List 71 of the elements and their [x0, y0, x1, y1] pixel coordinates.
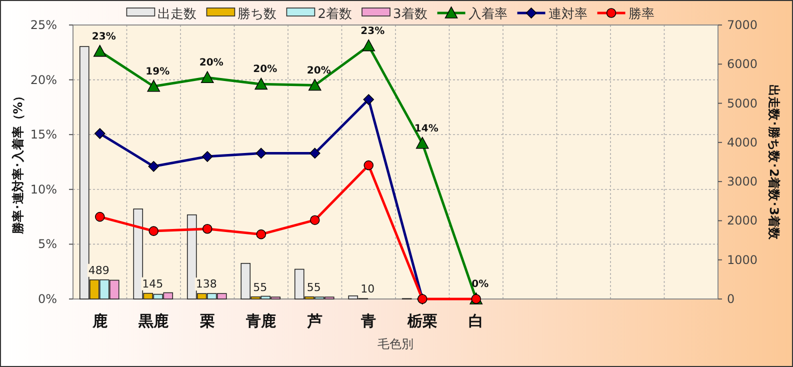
x-axis-title: 毛色別: [378, 337, 414, 351]
data-label: 55: [253, 280, 268, 294]
y-tick-label: 5%: [38, 237, 57, 252]
x-tick-label: 青鹿: [245, 312, 276, 330]
point: [94, 212, 105, 222]
x-tick-label: 青: [360, 312, 376, 330]
point: [309, 148, 320, 159]
point: [147, 80, 160, 92]
y2-tick-label: 2000: [727, 214, 758, 228]
point: [148, 160, 160, 172]
data-label: 0%: [472, 279, 489, 290]
bar: [294, 268, 304, 300]
y-axis-title: 勝率･連対率･入着率（%）: [11, 90, 25, 236]
data-label: 19%: [146, 66, 170, 78]
x-tick-label: 黒鹿: [138, 312, 169, 330]
point: [202, 224, 212, 234]
point: [416, 136, 429, 149]
y2-axis-title: 出走数･勝ち数･2着数･3着数: [767, 84, 781, 240]
y-tick-label: 10%: [30, 182, 57, 196]
point: [148, 226, 159, 236]
point: [200, 71, 214, 84]
y2-tick-label: 7000: [727, 18, 758, 32]
bar: [133, 208, 144, 300]
data-label: 55: [306, 280, 321, 294]
x-tick-label: 白: [468, 312, 484, 330]
legend-label: 出走数: [158, 7, 197, 22]
bar: [79, 46, 90, 300]
legend-label: 3着数: [393, 6, 428, 22]
y2-tick-label: 1000: [727, 252, 758, 267]
point: [310, 215, 320, 225]
point: [254, 78, 268, 90]
y2-tick-label: 6000: [727, 57, 758, 72]
y-tick-label: 25%: [30, 18, 57, 32]
data-label: 20%: [199, 58, 224, 69]
point: [308, 78, 322, 91]
data-label: 23%: [360, 26, 385, 37]
legend-label: 勝ち数: [238, 7, 277, 22]
x-tick-label: 芦: [306, 312, 322, 330]
y2-tick-label: 5000: [727, 96, 758, 110]
point: [93, 44, 106, 57]
y2-tick-label: 0: [727, 292, 735, 306]
point: [362, 39, 376, 52]
x-tick-label: 栃栗: [406, 312, 438, 330]
legend-label: 勝率: [628, 6, 654, 22]
data-label: 20%: [306, 65, 331, 76]
point: [256, 148, 267, 159]
data-label: 14%: [414, 123, 438, 134]
y-tick-label: 20%: [30, 72, 57, 87]
point: [364, 160, 374, 170]
data-label: 20%: [253, 64, 278, 76]
point: [202, 151, 213, 162]
bar: [186, 214, 197, 300]
x-tick-label: 栗: [198, 312, 215, 330]
data-label: 145: [142, 277, 164, 290]
y-tick-label: 15%: [30, 128, 57, 142]
bar: [348, 295, 358, 300]
data-label: 138: [196, 278, 217, 291]
x-tick-label: 鹿: [91, 312, 108, 330]
data-label: 23%: [92, 31, 116, 42]
y2-tick-label: 3000: [727, 174, 758, 189]
y-tick-label: 0%: [38, 292, 57, 306]
bar: [240, 262, 251, 300]
point: [256, 229, 266, 240]
legend-label: 入着率: [468, 6, 508, 22]
data-label: 489: [88, 264, 110, 277]
data-label: 10: [360, 282, 375, 296]
point: [363, 94, 374, 105]
y2-tick-label: 4000: [727, 135, 758, 150]
point: [94, 128, 106, 139]
legend-label: 2着数: [318, 6, 352, 22]
legend-label: 連対率: [548, 6, 588, 22]
